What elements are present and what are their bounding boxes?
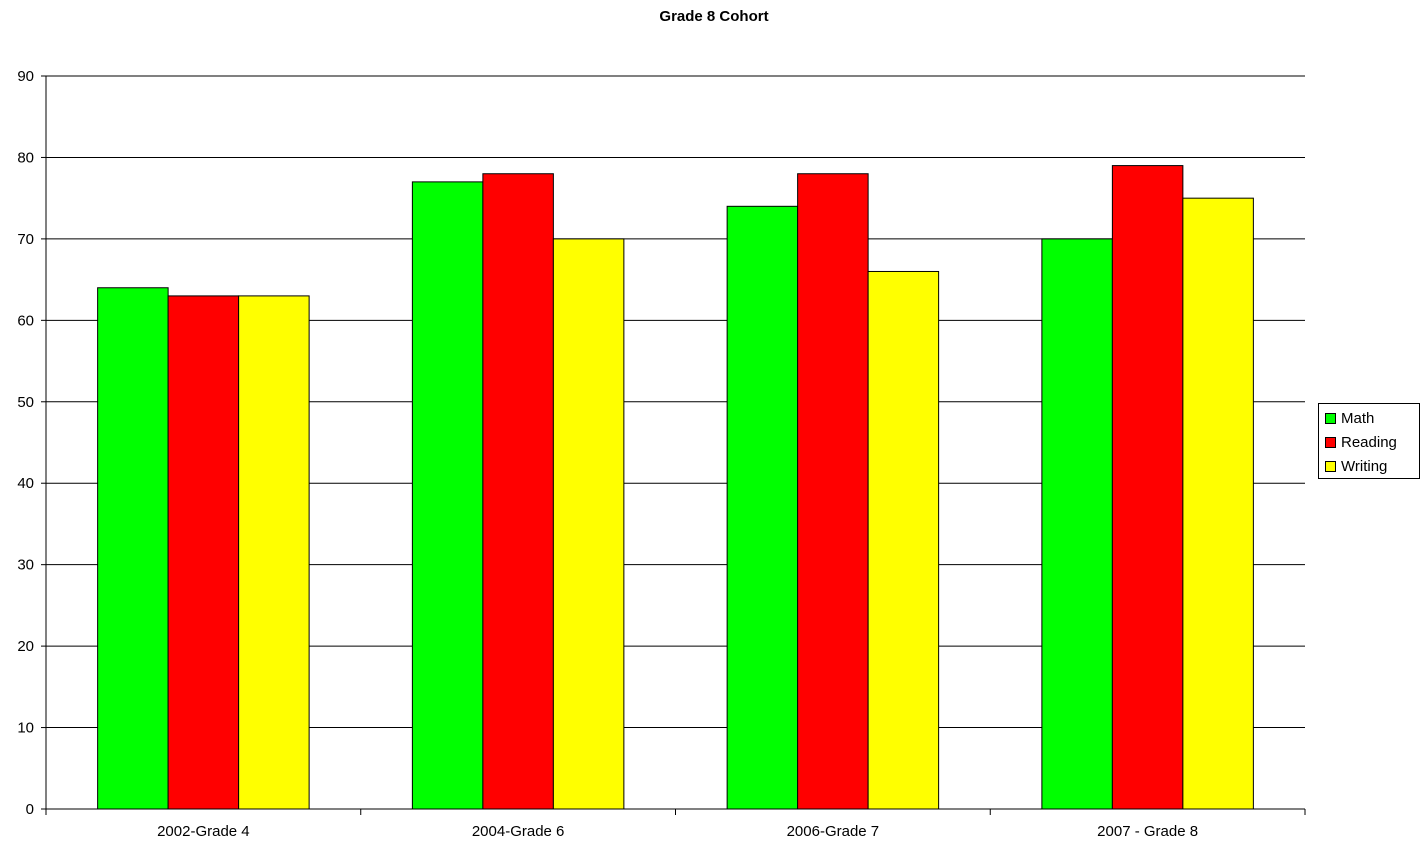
y-tick-label: 20 — [17, 638, 34, 655]
bars — [97, 165, 1254, 810]
y-tick-label: 10 — [17, 720, 34, 737]
legend-item-math: Math — [1325, 408, 1374, 428]
legend-label-math: Math — [1341, 409, 1375, 427]
y-tick-label: 70 — [17, 231, 34, 248]
bar-reading-2 — [797, 173, 869, 810]
bar-reading-3 — [1111, 165, 1184, 810]
bar-math-1 — [411, 181, 484, 810]
bar-math-3 — [1041, 238, 1113, 810]
y-tick-label: 0 — [26, 801, 34, 818]
legend-label-writing: Writing — [1341, 457, 1388, 475]
y-tick-label: 80 — [17, 149, 34, 166]
chart-title: Grade 8 Cohort — [659, 8, 769, 25]
bar-reading-1 — [482, 173, 554, 810]
bar-reading-0 — [167, 295, 240, 810]
legend-swatch-reading — [1325, 436, 1336, 448]
legend-swatch-math — [1325, 412, 1336, 424]
y-tick-label: 40 — [17, 475, 34, 492]
bar-writing-2 — [867, 270, 940, 810]
x-tick-label: 2004-Grade 6 — [472, 823, 565, 840]
y-tick-label: 60 — [17, 312, 34, 329]
y-tick-label: 90 — [17, 68, 34, 85]
y-tick-label: 50 — [17, 394, 34, 411]
x-tick-label: 2007 - Grade 8 — [1097, 823, 1198, 840]
bar-writing-1 — [552, 238, 625, 810]
x-tick-label: 2006-Grade 7 — [787, 823, 880, 840]
bar-math-0 — [97, 287, 169, 810]
legend-item-writing: Writing — [1325, 456, 1387, 476]
bar-math-2 — [726, 205, 799, 810]
legend-swatch-writing — [1325, 460, 1336, 472]
legend-item-reading: Reading — [1325, 432, 1397, 452]
legend-label-reading: Reading — [1341, 433, 1397, 451]
y-tick-label: 30 — [17, 557, 34, 574]
bar-writing-3 — [1182, 197, 1254, 810]
axes: 0 10 20 30 40 50 60 70 80 90 2002-Grade 4 2004-Grad… — [17, 68, 1306, 840]
legend: Math Reading Writing — [1318, 403, 1420, 479]
bar-writing-0 — [238, 295, 310, 810]
x-tick-label: 2002-Grade 4 — [157, 823, 250, 840]
